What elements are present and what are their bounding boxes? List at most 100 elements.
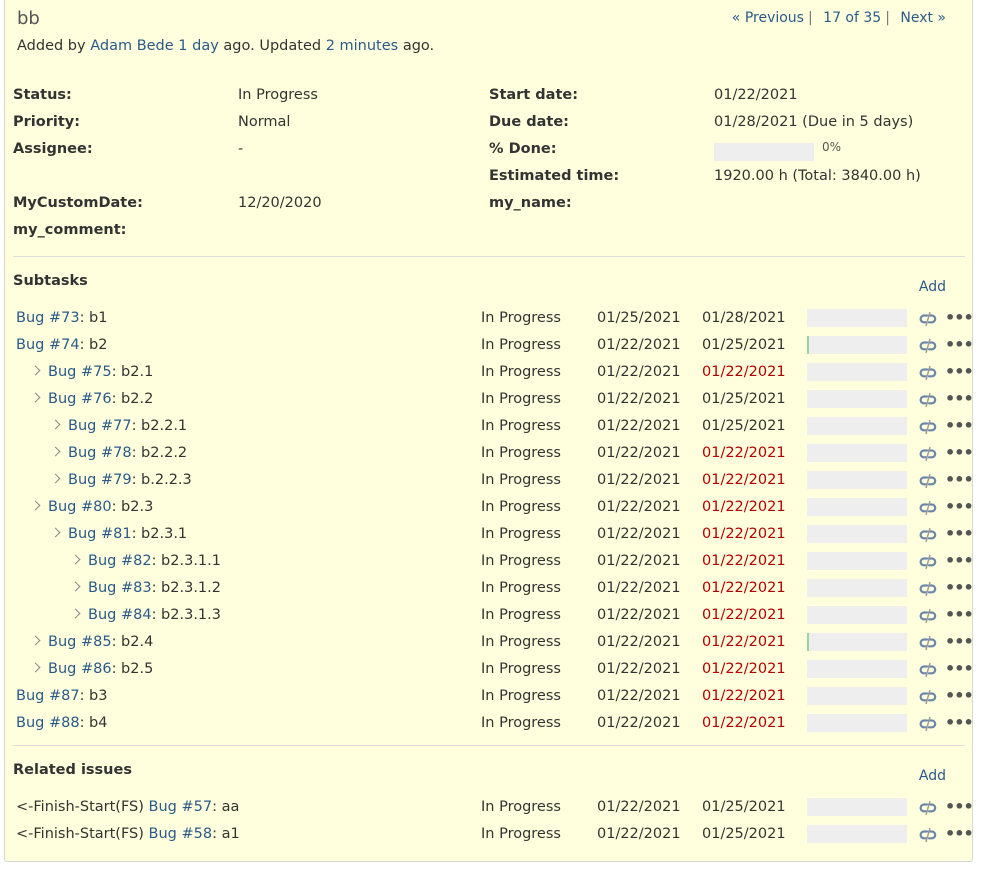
- chevron-right-icon[interactable]: [50, 473, 61, 484]
- chevron-right-icon[interactable]: [30, 500, 41, 511]
- chevron-right-icon[interactable]: [50, 419, 61, 430]
- unlink-icon[interactable]: [919, 337, 937, 355]
- more-actions-icon[interactable]: •••: [945, 443, 974, 462]
- issue-link[interactable]: Bug #82: [88, 553, 152, 569]
- more-actions-icon[interactable]: •••: [945, 470, 974, 489]
- chevron-right-icon[interactable]: [30, 662, 41, 673]
- issue-link[interactable]: Bug #85: [48, 634, 112, 650]
- issue-link[interactable]: Bug #81: [68, 526, 132, 542]
- unlink-icon[interactable]: [919, 661, 937, 679]
- unlink-icon[interactable]: [919, 499, 937, 517]
- more-actions-icon[interactable]: •••: [945, 797, 974, 816]
- chevron-right-icon[interactable]: [30, 635, 41, 646]
- assignee-label: Assignee:: [13, 141, 93, 157]
- position-link[interactable]: 17 of 35: [823, 10, 882, 26]
- issue-link[interactable]: Bug #75: [48, 364, 112, 380]
- unlink-icon[interactable]: [919, 607, 937, 625]
- unlink-icon[interactable]: [919, 826, 937, 844]
- more-actions-icon[interactable]: •••: [945, 524, 974, 543]
- unlink-icon[interactable]: [919, 634, 937, 652]
- unlink-icon[interactable]: [919, 310, 937, 328]
- more-actions-icon[interactable]: •••: [945, 308, 974, 327]
- issue-link[interactable]: Bug #83: [88, 580, 152, 596]
- add-relation-link[interactable]: Add: [918, 768, 946, 784]
- unlink-icon[interactable]: [919, 553, 937, 571]
- issue-link[interactable]: Bug #58: [148, 826, 213, 842]
- more-actions-icon[interactable]: •••: [945, 713, 974, 732]
- status-cell: In Progress: [481, 580, 561, 596]
- issue-link[interactable]: Bug #88: [16, 715, 80, 731]
- unlink-icon[interactable]: [919, 391, 937, 409]
- issue-link[interactable]: Bug #77: [68, 418, 132, 434]
- issue-link[interactable]: Bug #86: [48, 661, 112, 677]
- start-date-cell: 01/22/2021: [597, 799, 681, 815]
- my-comment-label: my_comment:: [13, 222, 127, 238]
- chevron-right-icon[interactable]: [70, 581, 81, 592]
- due-date-cell: 01/25/2021: [702, 337, 786, 353]
- issue-subject-cell: Bug #79: b.2.2.3: [16, 467, 192, 494]
- more-actions-icon[interactable]: •••: [945, 605, 974, 624]
- relation-type: <-Finish-Start(FS): [16, 799, 149, 815]
- issue-link[interactable]: Bug #76: [48, 391, 112, 407]
- issue-link[interactable]: Bug #87: [16, 688, 80, 704]
- start-date-cell: 01/22/2021: [597, 688, 681, 704]
- chevron-right-icon[interactable]: [50, 446, 61, 457]
- unlink-icon[interactable]: [919, 418, 937, 436]
- unlink-icon[interactable]: [919, 445, 937, 463]
- more-actions-icon[interactable]: •••: [945, 389, 974, 408]
- issue-link[interactable]: Bug #79: [68, 472, 132, 488]
- due-date-cell: 01/25/2021: [702, 418, 786, 434]
- start-date-cell: 01/22/2021: [597, 445, 681, 461]
- progress-bar: [807, 660, 907, 678]
- issue-link[interactable]: Bug #74: [16, 337, 80, 353]
- unlink-icon[interactable]: [919, 799, 937, 817]
- more-actions-icon[interactable]: •••: [945, 632, 974, 651]
- more-actions-icon[interactable]: •••: [945, 578, 974, 597]
- add-subtask-link[interactable]: Add: [918, 279, 946, 295]
- more-actions-icon[interactable]: •••: [945, 686, 974, 705]
- author-link[interactable]: Adam Bede: [90, 38, 174, 54]
- issue-link[interactable]: Bug #84: [88, 607, 152, 623]
- chevron-right-icon[interactable]: [50, 527, 61, 538]
- related-issue-row: <-Finish-Start(FS) Bug #57: aa In Progres…: [13, 794, 974, 821]
- progress-bar: [807, 552, 907, 570]
- due-date-cell: 01/22/2021: [702, 634, 786, 650]
- issue-subject-cell: Bug #83: b2.3.1.2: [16, 575, 221, 602]
- chevron-right-icon[interactable]: [30, 365, 41, 376]
- more-actions-icon[interactable]: •••: [945, 335, 974, 354]
- subtask-row: Bug #81: b2.3.1 In Progress 01/22/2021 01/2…: [13, 521, 974, 548]
- unlink-icon[interactable]: [919, 364, 937, 382]
- more-actions-icon[interactable]: •••: [945, 416, 974, 435]
- more-actions-icon[interactable]: •••: [945, 497, 974, 516]
- issue-name: : b2.1: [111, 364, 154, 380]
- updated-link[interactable]: 2 minutes: [325, 38, 399, 54]
- issue-link[interactable]: Bug #73: [16, 310, 80, 326]
- next-link[interactable]: Next »: [900, 10, 946, 26]
- progress-bar: [807, 417, 907, 435]
- unlink-icon[interactable]: [919, 580, 937, 598]
- chevron-right-icon[interactable]: [30, 392, 41, 403]
- more-actions-icon[interactable]: •••: [945, 551, 974, 570]
- issue-name: : b.2.2.3: [131, 472, 192, 488]
- unlink-icon[interactable]: [919, 715, 937, 733]
- estimated-time-value: 1920.00 h (Total: 3840.00 h): [714, 168, 921, 184]
- previous-link[interactable]: « Previous: [731, 10, 804, 26]
- created-link[interactable]: 1 day: [178, 38, 219, 54]
- status-value: In Progress: [238, 87, 318, 103]
- unlink-icon[interactable]: [919, 526, 937, 544]
- status-cell: In Progress: [481, 526, 561, 542]
- more-actions-icon[interactable]: •••: [945, 659, 974, 678]
- due-date-cell: 01/22/2021: [702, 661, 786, 677]
- more-actions-icon[interactable]: •••: [945, 824, 974, 843]
- status-cell: In Progress: [481, 418, 561, 434]
- chevron-right-icon[interactable]: [70, 554, 81, 565]
- more-actions-icon[interactable]: •••: [945, 362, 974, 381]
- unlink-icon[interactable]: [919, 688, 937, 706]
- chevron-right-icon[interactable]: [70, 608, 81, 619]
- unlink-icon[interactable]: [919, 472, 937, 490]
- issue-link[interactable]: Bug #80: [48, 499, 112, 515]
- issue-link[interactable]: Bug #57: [148, 799, 213, 815]
- start-date-cell: 01/22/2021: [597, 337, 681, 353]
- issue-link[interactable]: Bug #78: [68, 445, 132, 461]
- issue-name: : a1: [212, 826, 240, 842]
